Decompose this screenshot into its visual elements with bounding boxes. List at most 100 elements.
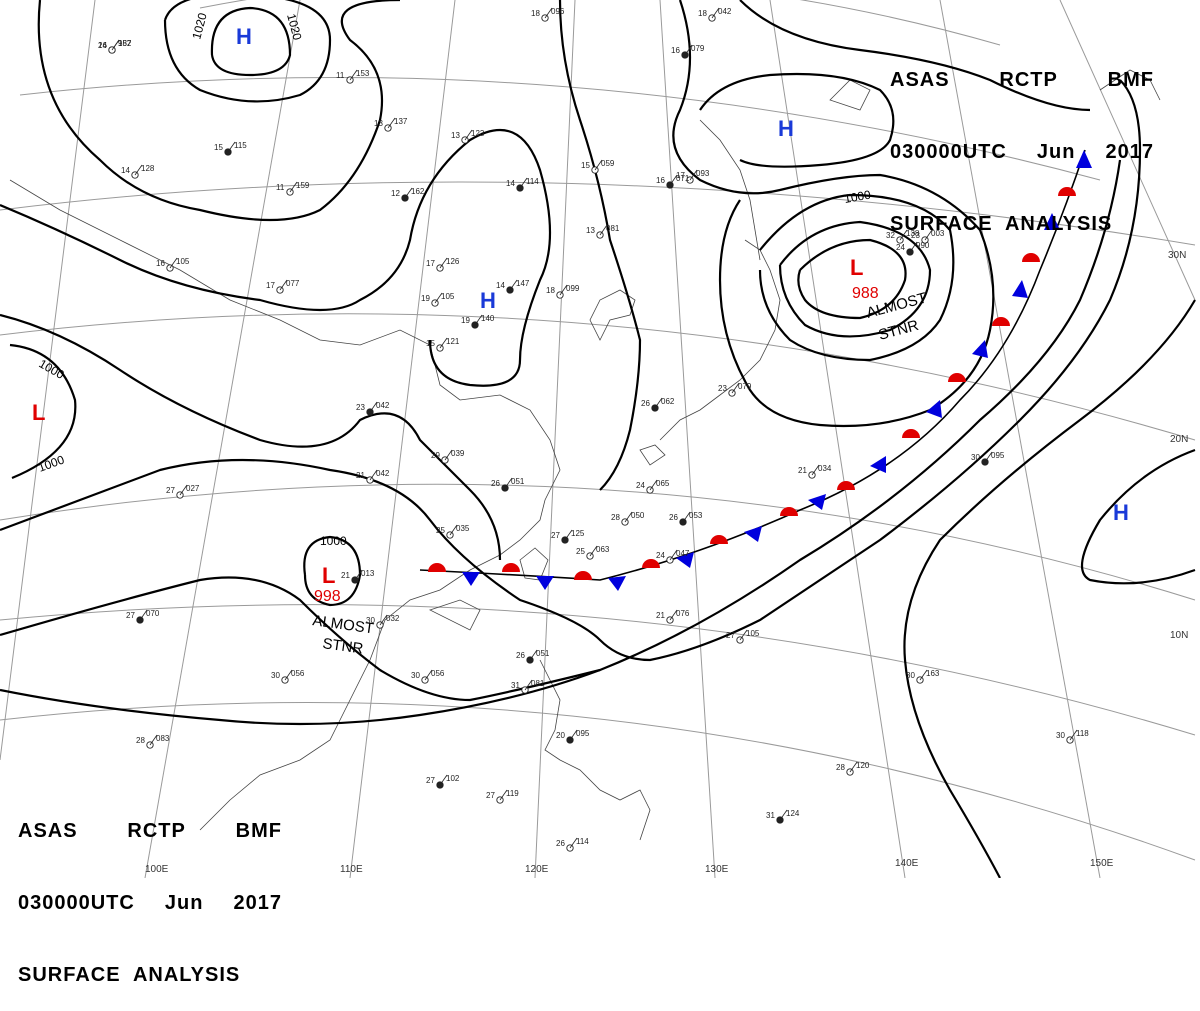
station-plot: 19 140 — [461, 314, 495, 329]
low-pressure-value: 998 — [314, 588, 341, 605]
station-pressure: 147 — [516, 279, 530, 288]
station-temperature: 26 — [669, 513, 678, 522]
isobar-label: 1000 — [843, 187, 872, 205]
station-pressure: 076 — [676, 609, 690, 618]
station-plot: 31 081 — [511, 679, 545, 694]
station-pressure: 152 — [118, 39, 132, 48]
station-plot: 12 162 — [391, 187, 425, 202]
station-temperature: 30 — [906, 671, 915, 680]
station-temperature: 24 — [656, 551, 665, 560]
station-pressure: 105 — [441, 292, 455, 301]
header-year: 2017 — [233, 892, 282, 914]
station-temperature: 12 — [391, 189, 400, 198]
wind-barb-icon — [519, 177, 528, 189]
wind-barb-icon — [474, 314, 483, 326]
wind-barb-icon — [689, 169, 698, 181]
wind-barb-icon — [424, 669, 433, 681]
station-plot: 30 095 — [971, 451, 1005, 466]
station-temperature: 26 — [98, 41, 107, 50]
isobar-big-west — [37, 0, 401, 222]
station-pressure: 987 — [118, 39, 132, 48]
station-plot: 26 062 — [641, 397, 675, 412]
wind-barb-icon — [369, 469, 378, 481]
station-plot: 15 115 — [214, 141, 247, 156]
station-temperature: 17 — [676, 171, 685, 180]
station-temperature: 21 — [341, 571, 350, 580]
station-temperature: 30 — [411, 671, 420, 680]
station-pressure: 105 — [176, 257, 190, 266]
station-temperature: 15 — [581, 161, 590, 170]
station-plot: 17 077 — [266, 279, 300, 294]
isobar-okhotsk — [699, 72, 895, 168]
station-plot: 27 070 — [126, 609, 160, 624]
low-center-label: L — [850, 255, 863, 280]
station-pressure: 115 — [234, 141, 247, 150]
wind-barb-icon — [529, 649, 538, 661]
isobar-998-low — [303, 535, 362, 607]
station-pressure: 120 — [856, 761, 870, 770]
station-temperature: 23 — [356, 403, 365, 412]
station-pressure: 056 — [431, 669, 445, 678]
wind-barb-icon — [569, 729, 578, 741]
station-temperature: 19 — [461, 316, 470, 325]
station-pressure: 114 — [526, 177, 539, 186]
header-month: Jun — [1036, 141, 1076, 163]
isobar-core-japan — [797, 238, 907, 320]
stationary-front — [419, 149, 1092, 591]
station-pressure: 093 — [696, 169, 710, 178]
lon-label: 110E — [340, 864, 363, 875]
wind-barb-icon — [279, 279, 288, 291]
wind-barb-icon — [669, 549, 678, 561]
station-plot: 28 050 — [611, 511, 645, 526]
station-plot: 26 987 — [98, 39, 132, 54]
station-plot: 18 096 — [531, 7, 565, 22]
station-temperature: 31 — [511, 681, 520, 690]
wind-barb-icon — [404, 187, 413, 199]
station-temperature: 23 — [911, 231, 920, 240]
station-pressure: 096 — [551, 7, 565, 16]
wind-barb-icon — [899, 229, 908, 241]
station-pressure: 034 — [818, 464, 832, 473]
station-pressure: 042 — [376, 401, 390, 410]
station-pressure: 059 — [601, 159, 615, 168]
station-pressure: 071 — [676, 174, 690, 183]
lat-label: 10N — [1170, 630, 1188, 641]
station-plot: 26 051 — [516, 649, 550, 664]
station-plot: 32 138 — [886, 229, 920, 244]
wind-barb-icon — [624, 511, 633, 523]
station-plot: 30 118 — [1056, 729, 1089, 744]
station-plot: 24 047 — [656, 549, 690, 564]
wind-barb-icon — [379, 614, 388, 626]
station-temperature: 30 — [1056, 731, 1065, 740]
wind-barb-icon — [909, 241, 918, 253]
station-plot: 23 042 — [356, 401, 390, 416]
station-plot: 27 105 — [726, 629, 760, 644]
wind-barb-icon — [731, 382, 740, 394]
station-plot: 16 079 — [671, 44, 705, 59]
station-temperature: 16 — [156, 259, 165, 268]
header-source: BMF — [235, 820, 282, 842]
station-temperature: 27 — [726, 631, 735, 640]
wind-barb-icon — [444, 449, 453, 461]
station-pressure: 126 — [446, 257, 460, 266]
station-temperature: 16 — [656, 176, 665, 185]
lat-label: 20N — [1170, 434, 1188, 445]
station-plot: 15 121 — [426, 337, 460, 352]
station-pressure: 095 — [576, 729, 590, 738]
station-pressure: 079 — [691, 44, 705, 53]
wind-barb-icon — [289, 181, 298, 193]
coastlines — [9, 69, 1161, 841]
wind-barb-icon — [711, 7, 720, 19]
isobar-inner-japan — [778, 220, 932, 338]
station-temperature: 15 — [214, 143, 223, 152]
isobars — [0, 0, 1196, 878]
wind-barb-icon — [569, 837, 578, 849]
header-source: BMF — [1107, 69, 1154, 91]
station-temperature: 18 — [698, 9, 707, 18]
station-pressure: 114 — [576, 837, 589, 846]
station-temperature: 27 — [486, 791, 495, 800]
wind-barb-icon — [682, 511, 691, 523]
station-temperature: 27 — [551, 531, 560, 540]
station-pressure: 077 — [286, 279, 300, 288]
station-temperature: 18 — [531, 9, 540, 18]
